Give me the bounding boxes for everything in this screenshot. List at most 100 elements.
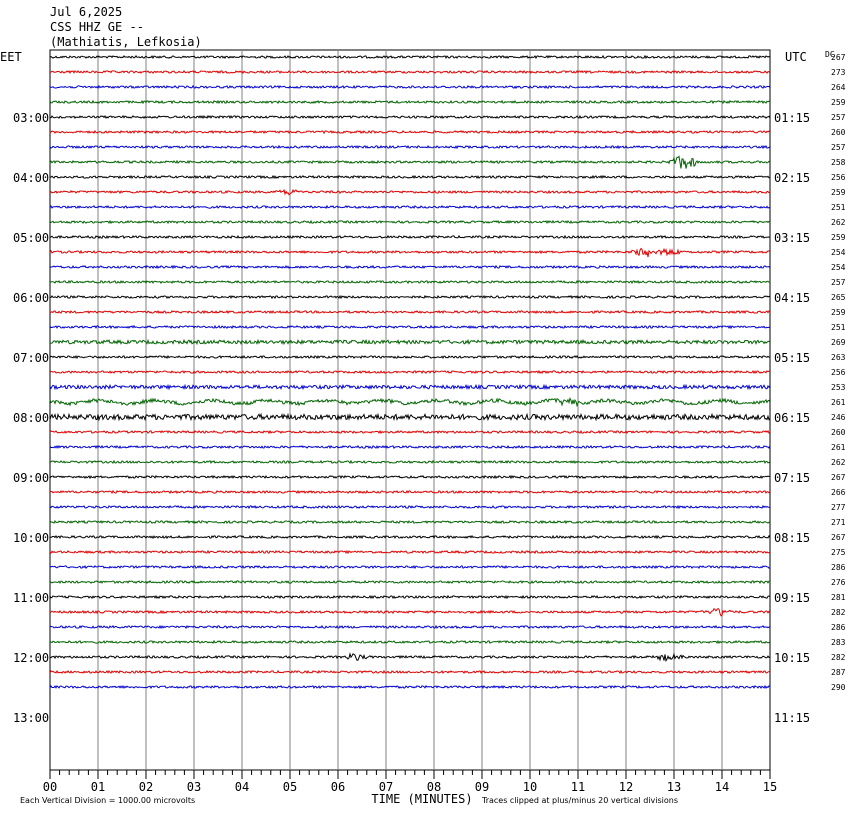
right-hour-label: 01:15: [774, 111, 810, 125]
dc-offset-label: 266: [831, 488, 846, 497]
trace-line: [49, 396, 771, 408]
dc-offset-label: 269: [831, 338, 846, 347]
header-location: (Mathiatis, Lefkosia): [50, 35, 202, 49]
x-tick-label: 01: [91, 780, 105, 794]
trace-line: [49, 383, 771, 391]
right-timezone-label: UTC: [785, 50, 807, 64]
dc-offset-label: 256: [831, 173, 846, 182]
x-tick-label: 02: [139, 780, 153, 794]
dc-offset-label: 257: [831, 143, 846, 152]
dc-offset-label: 257: [831, 113, 846, 122]
dc-offset-label: 263: [831, 353, 846, 362]
trace-line: [49, 534, 771, 540]
x-tick-label: 00: [43, 780, 57, 794]
dc-offset-label: 276: [831, 578, 846, 587]
right-hour-label: 11:15: [774, 711, 810, 725]
trace-line: [49, 279, 771, 285]
left-hour-label: 04:00: [13, 171, 49, 185]
right-hour-label: 10:15: [774, 651, 810, 665]
dc-offset-label: 260: [831, 128, 846, 137]
trace-line: [49, 155, 771, 169]
dc-offset-label: 262: [831, 458, 846, 467]
trace-line: [49, 519, 771, 525]
trace-line: [49, 309, 771, 315]
x-tick-label: 03: [187, 780, 201, 794]
x-tick-label: 14: [715, 780, 729, 794]
dc-offset-label: 275: [831, 548, 846, 557]
dc-offset-label: 282: [831, 608, 846, 617]
header-station: CSS HHZ GE --: [50, 20, 144, 34]
trace-line: [49, 444, 771, 450]
trace-line: [50, 174, 771, 180]
right-hour-label: 02:15: [774, 171, 810, 185]
header-date: Jul 6,2025: [50, 5, 123, 19]
trace-line: [49, 354, 771, 360]
trace-line: [49, 669, 771, 675]
trace-line: [49, 639, 771, 645]
plot-frame: [49, 49, 771, 771]
dc-offset-label: 259: [831, 188, 846, 197]
dc-offset-label: 264: [831, 83, 846, 92]
dc-offset-label: 261: [831, 398, 846, 407]
trace-line: [49, 624, 771, 630]
dc-offset-label: 287: [831, 668, 846, 677]
dc-offset-label: 271: [831, 518, 846, 527]
x-tick-label: 13: [667, 780, 681, 794]
dc-offset-label: 259: [831, 98, 846, 107]
dc-offset-label: 262: [831, 218, 846, 227]
left-hour-label: 12:00: [13, 651, 49, 665]
trace-line: [49, 324, 771, 330]
dc-offset-label: 259: [831, 233, 846, 242]
dc-offset-label: 259: [831, 308, 846, 317]
trace-line: [49, 564, 771, 570]
right-hour-label: 08:15: [774, 531, 810, 545]
dc-offset-label: 290: [831, 683, 846, 692]
dc-offset-label: 251: [831, 203, 846, 212]
dc-offset-label: 261: [831, 443, 846, 452]
trace-line: [49, 594, 771, 600]
trace-line: [49, 459, 771, 465]
clip-note: Traces clipped at plus/minus 20 vertical…: [481, 796, 678, 805]
trace-line: [49, 219, 771, 225]
trace-line: [49, 579, 771, 585]
trace-line: [49, 474, 771, 480]
dc-offset-label: 257: [831, 278, 846, 287]
left-hour-label: 06:00: [13, 291, 49, 305]
right-hour-label: 05:15: [774, 351, 810, 365]
trace-line: [49, 684, 771, 690]
trace-line: [49, 204, 771, 210]
trace-line: [49, 652, 771, 663]
x-tick-label: 10: [523, 780, 537, 794]
trace-line: [49, 188, 771, 196]
left-hour-label: 03:00: [13, 111, 49, 125]
dc-offset-label: 286: [831, 623, 846, 632]
dc-offset-label: 253: [831, 383, 846, 392]
x-tick-label: 12: [619, 780, 633, 794]
x-tick-label: 09: [475, 780, 489, 794]
dc-offset-label: 260: [831, 428, 846, 437]
dc-offset-label: 277: [831, 503, 846, 512]
x-tick-label: 07: [379, 780, 393, 794]
dc-offset-label: 267: [831, 473, 846, 482]
x-tick-label: 04: [235, 780, 249, 794]
traces: [49, 54, 771, 690]
trace-line: [49, 504, 771, 510]
right-hour-label: 03:15: [774, 231, 810, 245]
trace-line: [49, 429, 771, 435]
trace-line: [49, 489, 771, 495]
left-hour-label: 07:00: [13, 351, 49, 365]
dc-label: DC: [825, 50, 835, 59]
left-hour-label: 05:00: [13, 231, 49, 245]
left-hour-label: 13:00: [13, 711, 49, 725]
grid-lines: [49, 49, 771, 779]
dc-offset-label: 258: [831, 158, 846, 167]
x-tick-label: 06: [331, 780, 345, 794]
dc-offset-label: 286: [831, 563, 846, 572]
dc-offset-label: 281: [831, 593, 846, 602]
trace-line: [49, 294, 771, 300]
trace-line: [49, 69, 771, 75]
left-hour-label: 08:00: [13, 411, 49, 425]
trace-line: [49, 84, 771, 90]
left-hour-label: 11:00: [13, 591, 49, 605]
